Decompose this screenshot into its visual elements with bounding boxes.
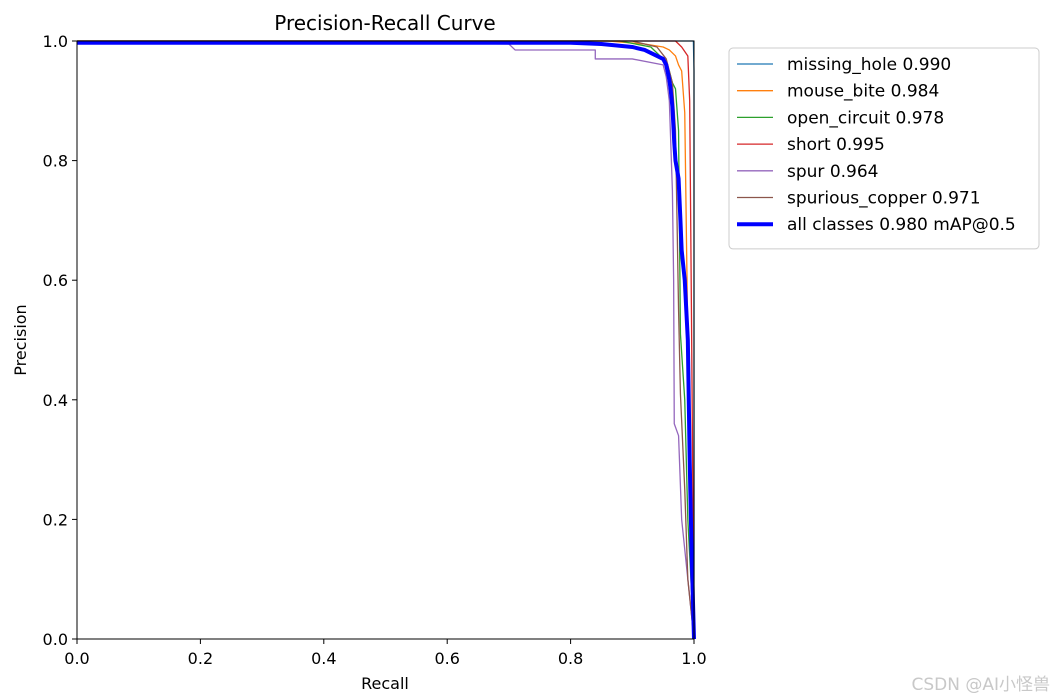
- watermark: CSDN @AI小怪兽: [911, 675, 1050, 695]
- y-tick-label: 1.0: [43, 32, 68, 51]
- legend: missing_hole 0.990 mouse_bite 0.984 open_c…: [728, 47, 1040, 250]
- legend-label: short 0.995: [787, 135, 885, 155]
- legend-label: spur 0.964: [787, 162, 878, 182]
- y-tick-label: 0.8: [43, 152, 68, 171]
- series-line-3: [77, 40, 695, 640]
- y-tick-label: 0.6: [43, 271, 68, 290]
- legend-label: spurious_copper 0.971: [787, 189, 981, 209]
- series-line-4: [77, 42, 695, 640]
- axes-frame: [76, 40, 695, 640]
- series-line-1: [77, 40, 695, 640]
- y-axis-label: Precision: [11, 304, 30, 375]
- y-tick-label: 0.0: [43, 630, 68, 649]
- legend-label: missing_hole 0.990: [787, 55, 951, 75]
- legend-label: mouse_bite 0.984: [787, 82, 939, 102]
- x-tick-label: 0.8: [558, 649, 583, 668]
- series-line-0: [77, 40, 695, 639]
- series-line-2: [77, 40, 695, 640]
- plot-area: 0.0 0.2 0.4 0.6 0.8 1.0 0.0 0.2 0.4 0.6 0.8 1.0: [43, 32, 707, 668]
- series-line-6: [77, 40, 696, 640]
- chart-title: Precision-Recall Curve: [274, 11, 495, 35]
- x-tick-label: 1.0: [681, 649, 706, 668]
- series-line-5: [77, 40, 695, 640]
- x-axis-label: Recall: [361, 674, 409, 693]
- legend-label: open_circuit 0.978: [787, 108, 944, 128]
- x-tick-label: 0.4: [311, 649, 336, 668]
- x-tick-label: 0.2: [188, 649, 213, 668]
- x-tick-label: 0.6: [434, 649, 459, 668]
- legend-label: all classes 0.980 mAP@0.5: [787, 215, 1016, 235]
- x-tick-label: 0.0: [64, 649, 89, 668]
- legend-box: [728, 47, 1040, 250]
- y-tick-label: 0.2: [43, 510, 68, 529]
- y-tick-label: 0.4: [43, 391, 68, 410]
